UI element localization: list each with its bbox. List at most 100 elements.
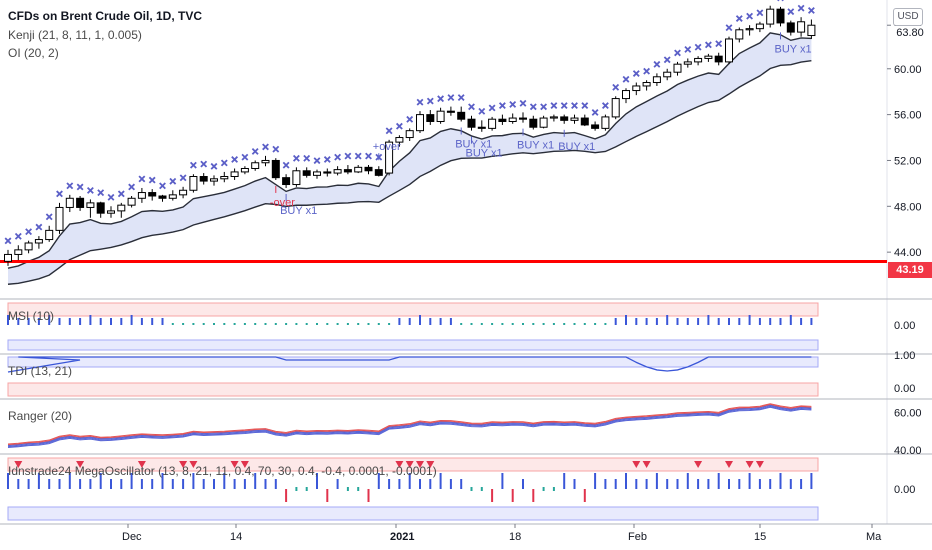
candle-body (714, 55, 723, 63)
signal-label: BUY x1 (517, 140, 554, 152)
sar-cross (272, 145, 280, 153)
mega-sell-marker (426, 461, 435, 468)
candle-body (117, 204, 126, 212)
candle-body (189, 176, 198, 191)
sar-cross (581, 102, 589, 110)
sar-cross (674, 49, 681, 57)
sar-cross (189, 161, 197, 169)
time-tick-label: 18 (509, 531, 521, 543)
mega-sell-marker (416, 461, 424, 468)
sar-cross (797, 4, 805, 12)
sar-cross (97, 189, 105, 197)
candle-body (127, 197, 136, 206)
time-tick-label: Dec (122, 531, 142, 543)
sar-cross (540, 103, 548, 111)
sar-cross (447, 94, 455, 102)
tdi-tick-label: 1.00 (894, 350, 915, 362)
msi-oversold-zone (7, 339, 819, 351)
signal-label: +over (373, 141, 401, 153)
candle-body (477, 126, 486, 129)
indicator-oi-label[interactable]: OI (20, 2) (8, 46, 59, 60)
ranger-line (7, 404, 812, 446)
price-tick-label: 56.00 (894, 110, 922, 122)
mega-sell-marker (745, 461, 754, 468)
ranger-tick-label: 60.00 (894, 407, 922, 419)
candle-body (673, 63, 682, 73)
candle-body (65, 197, 74, 208)
sar-cross (128, 183, 136, 191)
sar-cross (756, 9, 764, 17)
candle-body (498, 118, 507, 122)
sar-cross (323, 156, 331, 163)
signal-label: BUY x1 (558, 141, 595, 153)
sar-cross (787, 8, 795, 16)
mega-sell-marker (725, 461, 733, 468)
mega-sell-marker (230, 461, 239, 468)
sar-cross (4, 237, 12, 245)
sar-cross (241, 153, 249, 161)
sar-cross (735, 15, 743, 22)
tdi-line (7, 356, 812, 373)
candle-body (694, 57, 703, 63)
candle-body (179, 189, 188, 196)
sar-cross (509, 101, 517, 108)
sar-cross (251, 148, 259, 155)
time-tick-label: 2021 (390, 531, 414, 543)
candle-body (364, 166, 373, 172)
signal-label: BUY x1 (466, 148, 503, 160)
ranger-line (7, 403, 812, 445)
sar-cross (725, 24, 733, 32)
candle-body (570, 117, 579, 121)
mega-sell-marker (137, 461, 146, 468)
ranger-pane-label[interactable]: Ranger (20) (8, 409, 73, 423)
candle-body (96, 202, 105, 214)
ranger-line (7, 405, 812, 448)
mega-lower-zone (7, 506, 819, 521)
signal-label: BUY x1 (280, 205, 317, 217)
symbol-title[interactable]: CFDs on Brent Crude Oil, 1D, TVC (8, 9, 203, 23)
currency-button[interactable]: USD (893, 8, 923, 26)
candle-body (14, 249, 23, 255)
kenji-upper-line (7, 32, 812, 269)
candle-body (776, 8, 785, 24)
time-tick-label: 14 (230, 531, 242, 543)
sar-cross (344, 152, 352, 160)
sar-cross (231, 156, 239, 163)
candle-body (199, 176, 208, 182)
candle-body (313, 171, 321, 176)
candle-body (622, 90, 630, 100)
candle-body (786, 22, 795, 33)
tdi-lower-zone (7, 382, 819, 397)
candle-body (158, 195, 167, 199)
candle-body (55, 206, 64, 231)
sar-cross (210, 162, 218, 170)
sar-cross (694, 43, 702, 51)
sar-cross (385, 127, 393, 135)
mega-sell-marker (755, 461, 764, 468)
candle-body (343, 169, 352, 173)
candle-body (797, 21, 806, 33)
candle-body (4, 253, 12, 262)
signal-label: -over (270, 197, 295, 209)
sar-cross (519, 99, 527, 107)
sar-cross (86, 186, 94, 194)
candle-body (323, 171, 332, 174)
sar-cross (426, 97, 434, 105)
candle-body (261, 159, 270, 164)
mega-sell-marker (240, 461, 249, 468)
candle-body (107, 210, 115, 214)
msi-pane-label[interactable]: MSI (10) (8, 309, 55, 323)
tdi-pane-label[interactable]: TDI (13, 21) (8, 364, 73, 378)
mega-sell-marker (179, 461, 188, 468)
time-tick-label: Feb (628, 531, 647, 543)
candle-body (76, 197, 85, 208)
candle-body (416, 114, 424, 132)
sar-cross (663, 56, 671, 64)
indicator-kenji-label[interactable]: Kenji (21, 8, 11, 1, 0.005) (8, 28, 142, 42)
sar-cross (571, 102, 578, 110)
candle-body (488, 118, 497, 129)
candle-body (426, 114, 435, 122)
mega-oscillator-pane-label[interactable]: Idnstrade24 MegaOscillator (13, 8, 21, 1… (8, 464, 437, 478)
candle-body (385, 141, 394, 174)
